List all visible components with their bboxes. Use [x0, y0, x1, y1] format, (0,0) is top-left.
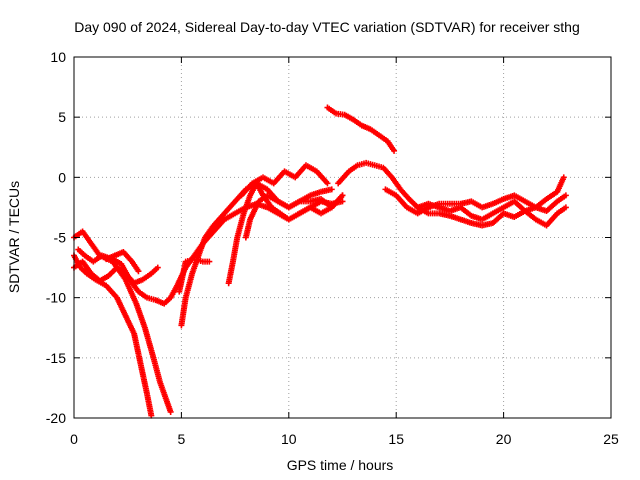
x-tick-label: 0	[70, 431, 78, 447]
x-axis: 0 5 10 15 20 25	[70, 57, 619, 447]
y-axis: -20 -15 -10 -5 0 5 10	[46, 49, 611, 426]
x-tick-label: 20	[496, 431, 512, 447]
data-point-marker	[324, 180, 331, 187]
data-point-marker	[391, 147, 398, 154]
data-point-marker	[560, 174, 567, 181]
series-track-m	[414, 204, 569, 229]
series-track-i	[242, 186, 335, 241]
series-track-n	[324, 104, 398, 154]
x-tick-label: 25	[603, 431, 619, 447]
x-tick-label: 10	[281, 431, 297, 447]
data-point-marker	[328, 186, 335, 193]
series-track-j	[238, 162, 331, 199]
data-point-marker	[167, 408, 174, 415]
y-tick-label: -15	[46, 350, 66, 366]
data-point-marker	[339, 198, 346, 205]
series-track-k	[335, 159, 567, 223]
chart-title: Day 090 of 2024, Sidereal Day-to-day VTE…	[74, 19, 580, 35]
x-tick-label: 15	[388, 431, 404, 447]
x-axis-label: GPS time / hours	[287, 457, 394, 473]
data-point-marker	[562, 192, 569, 199]
data-point-marker	[154, 264, 161, 271]
series-track-e	[103, 248, 142, 275]
series-track-d	[71, 258, 161, 287]
series-track-a	[71, 252, 155, 419]
data-point-marker	[339, 192, 346, 199]
data-point-marker	[135, 268, 142, 275]
y-tick-label: 0	[58, 169, 66, 185]
y-tick-label: -10	[46, 290, 66, 306]
series-track-l	[382, 186, 569, 217]
y-tick-label: -5	[54, 230, 67, 246]
series-track-g	[176, 256, 213, 295]
data-series	[71, 104, 569, 419]
y-axis-label: SDTVAR / TECUs	[6, 181, 22, 293]
x-tick-label: 5	[178, 431, 186, 447]
y-tick-label: -20	[46, 410, 66, 426]
data-point-marker	[206, 258, 213, 265]
data-point-marker	[562, 204, 569, 211]
y-tick-label: 10	[50, 49, 66, 65]
y-tick-label: 5	[58, 109, 66, 125]
